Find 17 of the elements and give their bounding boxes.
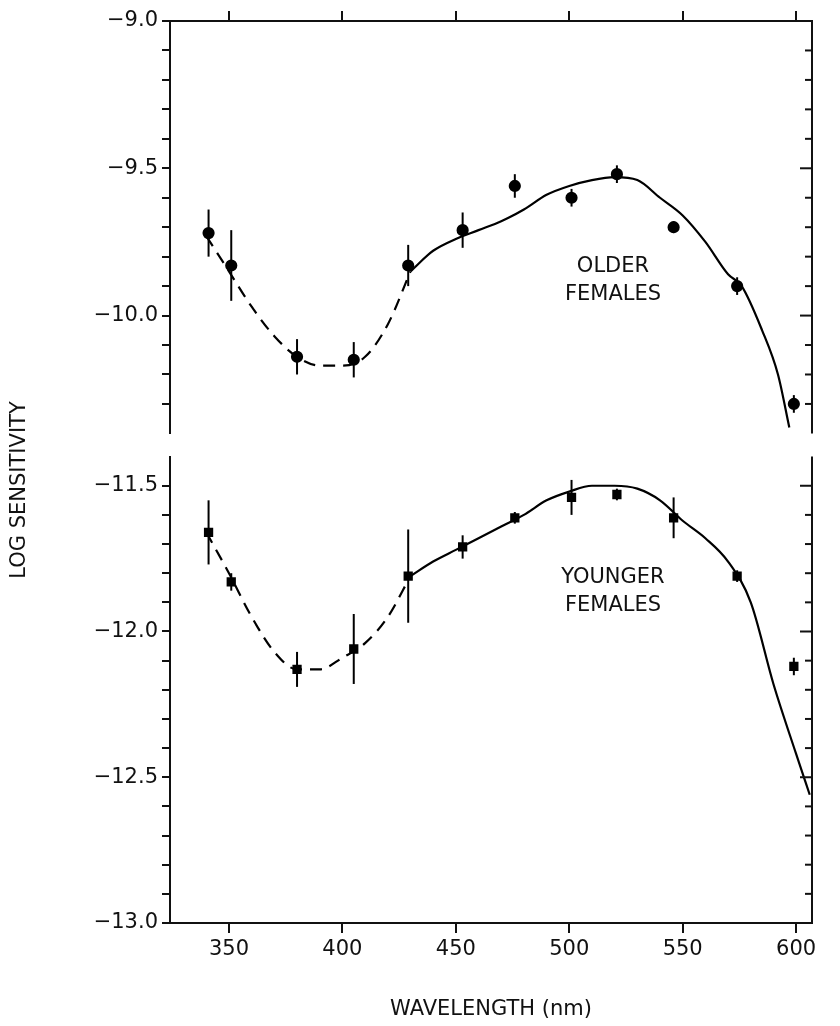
x-tick-label: 350 <box>208 936 250 961</box>
x-tick-label: 400 <box>322 936 363 961</box>
y-axis-title: LOG SENSITIVITY <box>6 401 30 579</box>
x-tick-label: 600 <box>776 936 817 961</box>
y-tick-label: −12.0 <box>93 617 158 642</box>
x-axis-title: WAVELENGTH (nm) <box>390 995 592 1020</box>
y-tick-label: −11.5 <box>93 472 158 497</box>
y-tick-label: −9.0 <box>107 7 158 32</box>
x-tick-label: 550 <box>662 936 703 961</box>
annotation: YOUNGER FEMALES <box>560 564 665 617</box>
y-tick-label: −10.0 <box>93 302 158 327</box>
y-tick-label: −12.5 <box>93 763 158 788</box>
x-tick-label: 500 <box>549 936 590 961</box>
y-tick-label: −13.0 <box>93 909 158 934</box>
x-tick-label: 450 <box>435 936 476 961</box>
y-tick-label: −9.5 <box>107 154 158 179</box>
annotation: OLDER FEMALES <box>564 253 662 306</box>
